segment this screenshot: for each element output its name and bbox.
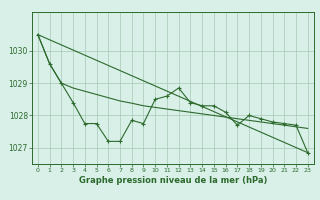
X-axis label: Graphe pression niveau de la mer (hPa): Graphe pression niveau de la mer (hPa) bbox=[79, 176, 267, 185]
